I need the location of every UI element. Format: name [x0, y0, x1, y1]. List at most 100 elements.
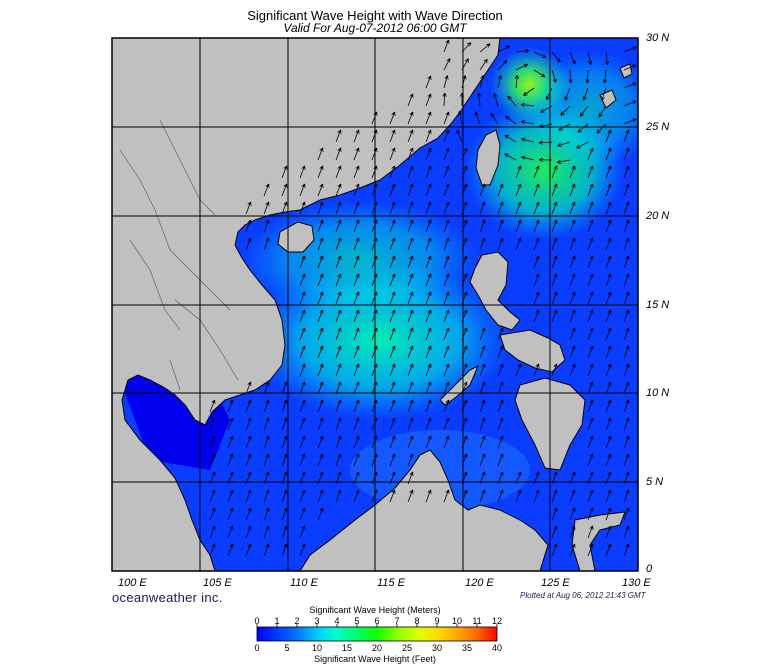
wave-direction-arrow — [299, 363, 306, 377]
wave-direction-arrow — [389, 237, 396, 251]
wave-direction-arrow — [623, 525, 630, 539]
wave-direction-arrow — [582, 87, 589, 101]
wave-direction-arrow — [551, 309, 558, 323]
land-masses — [112, 38, 633, 571]
wave-direction-arrow — [389, 165, 396, 179]
map-subtitle: Valid For Aug-07-2012 06:00 GMT — [283, 21, 467, 35]
wave-direction-arrow — [587, 237, 594, 251]
wave-direction-arrow — [546, 87, 553, 101]
borneo-island — [299, 449, 549, 571]
wave-direction-arrow — [479, 453, 486, 467]
wave-direction-arrow — [604, 51, 610, 66]
wave-direction-arrow — [569, 273, 576, 287]
colorbar-feet-tick: 35 — [461, 643, 472, 653]
wave-direction-arrow — [605, 165, 612, 179]
wave-direction-arrow — [515, 219, 522, 233]
wave-direction-arrow — [209, 489, 216, 503]
wave-direction-arrow — [389, 489, 396, 503]
wave-direction-arrow — [557, 141, 571, 147]
ryukyu-islands-2 — [619, 63, 633, 79]
wave-direction-arrow — [605, 399, 612, 413]
wave-direction-arrow — [605, 381, 612, 395]
wave-direction-arrow — [569, 165, 576, 179]
wave-direction-arrow — [533, 219, 540, 233]
wave-direction-arrow — [227, 489, 234, 503]
wave-direction-arrow — [299, 399, 306, 413]
colorbar-meter-tick: 0 — [254, 616, 260, 626]
wave-direction-arrow — [317, 381, 324, 395]
wave-direction-arrow — [623, 46, 637, 53]
wave-direction-arrow — [335, 327, 342, 341]
wave-direction-arrow — [551, 273, 558, 287]
wave-direction-arrow — [209, 453, 216, 467]
wave-direction-arrow — [569, 201, 576, 215]
wave-direction-arrow — [317, 273, 324, 287]
wave-direction-arrow — [425, 489, 432, 503]
wave-direction-arrow — [479, 489, 486, 503]
wave-direction-arrow — [389, 345, 396, 359]
wave-direction-arrow — [317, 201, 324, 215]
wave-direction-arrow — [353, 381, 360, 395]
wave-direction-arrow — [281, 507, 288, 521]
wave-direction-arrow — [407, 453, 414, 467]
lat-label-0: 0 — [646, 563, 653, 575]
wave-direction-arrow — [443, 381, 450, 395]
wave-direction-arrow — [507, 95, 517, 107]
wave-direction-arrow — [353, 255, 360, 269]
wave-direction-arrow — [569, 363, 576, 377]
wave-direction-arrow — [623, 165, 630, 179]
wave-direction-arrow — [564, 87, 571, 101]
wave-direction-arrow — [407, 201, 414, 215]
wave-direction-arrow — [389, 201, 396, 215]
wave-direction-arrow — [299, 327, 306, 341]
wave-direction-arrow — [569, 525, 576, 539]
wave-direction-arrow — [533, 255, 540, 269]
wave-direction-arrow — [389, 327, 396, 341]
wave-direction-arrow — [479, 435, 486, 449]
wave-direction-arrow — [443, 345, 450, 359]
wave-direction-arrow — [587, 543, 594, 557]
wave-direction-arrow — [317, 507, 324, 521]
wave-direction-arrow — [551, 543, 558, 557]
wave-direction-arrow — [479, 345, 486, 359]
wave-direction-arrow — [479, 237, 486, 251]
wave-direction-arrow — [245, 237, 252, 251]
wave-direction-arrow — [623, 417, 630, 431]
lon-label-125e: 125 E — [541, 577, 570, 589]
wave-direction-arrow — [299, 165, 306, 179]
wave-direction-arrow — [389, 399, 396, 413]
wave-direction-arrow — [263, 381, 270, 395]
wave-direction-arrow — [533, 183, 540, 197]
wave-direction-arrow — [443, 39, 450, 53]
colorbar-meter-tick: 6 — [374, 616, 380, 626]
wave-direction-arrow — [596, 123, 607, 134]
wave-direction-arrow — [353, 291, 360, 305]
wave-direction-arrow — [407, 219, 414, 233]
wave-direction-arrow — [353, 183, 360, 197]
wave-direction-arrows — [209, 39, 637, 557]
wave-direction-arrow — [497, 345, 504, 359]
wave-direction-arrow — [479, 58, 488, 71]
wave-direction-arrow — [623, 273, 630, 287]
wave-direction-arrow — [569, 327, 576, 341]
wave-direction-arrow — [497, 399, 504, 413]
wave-direction-arrow — [497, 75, 502, 89]
colorbar-feet-tick: 40 — [491, 643, 502, 653]
wave-direction-arrow — [457, 111, 463, 125]
colorbar-meter-tick: 11 — [472, 616, 482, 626]
wave-direction-arrow — [605, 489, 612, 503]
wave-direction-arrow — [569, 219, 576, 233]
wave-direction-arrow — [443, 327, 450, 341]
wave-direction-arrow — [497, 219, 504, 233]
wave-direction-arrow — [245, 417, 252, 431]
wave-direction-arrow — [515, 489, 522, 503]
wave-direction-arrow — [425, 435, 432, 449]
wave-direction-arrow — [407, 111, 414, 125]
wave-direction-arrow — [389, 219, 396, 233]
wave-direction-arrow — [281, 201, 288, 215]
wave-direction-arrow — [389, 453, 396, 467]
wave-direction-arrow — [263, 543, 270, 557]
wave-direction-arrow — [353, 147, 360, 161]
colorbar-feet-tick: 30 — [431, 643, 442, 653]
wave-direction-arrow — [317, 165, 324, 179]
